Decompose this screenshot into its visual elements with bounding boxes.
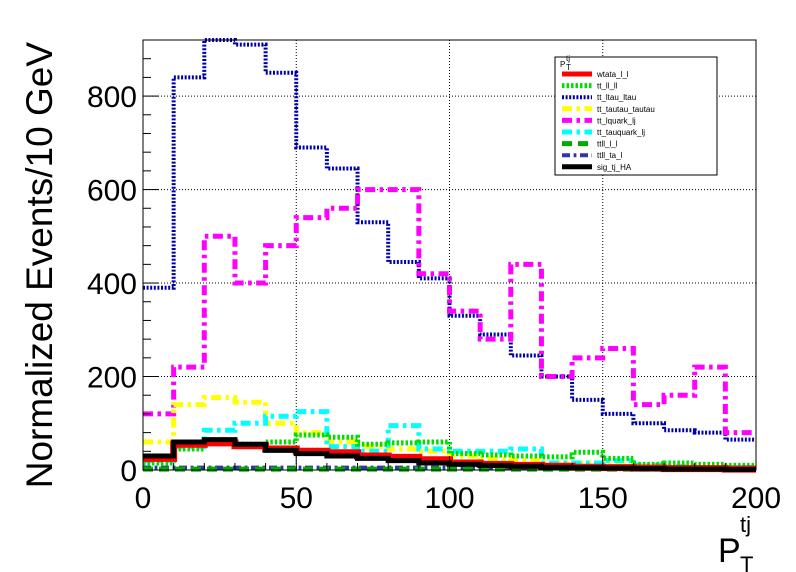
x-axis-title-sub: T	[740, 552, 753, 572]
legend: P tj T wtata_l_l tt_ll_ll tt_ltau_ltau tt_t…	[554, 54, 718, 176]
y-tick-label: 400	[87, 268, 137, 301]
x-tick-label: 0	[135, 482, 152, 515]
x-axis-title-sup: tj	[740, 512, 751, 537]
legend-label-ttll_l_l: ttll_l_l	[597, 140, 618, 149]
legend-label-ttll_ta_l: ttll_ta_l	[597, 151, 623, 160]
series-tt_ltau_ltau	[143, 38, 756, 442]
y-tick-label: 200	[87, 362, 137, 395]
legend-title-sub: T	[566, 63, 571, 72]
legend-label-tt_ltau_ltau: tt_ltau_ltau	[597, 93, 636, 102]
x-tick-label: 100	[424, 482, 474, 515]
legend-label-wtata_l_l: wtata_l_l	[596, 70, 629, 79]
legend-entries: wtata_l_l tt_ll_ll tt_ltau_ltau tt_tautau_t…	[562, 70, 655, 172]
legend-title-main: P	[560, 60, 565, 69]
legend-label-tt_tauquark_lj: tt_tauquark_lj	[597, 128, 645, 137]
series-tt_lquark_lj	[143, 187, 756, 436]
x-tick-label: 150	[578, 482, 628, 515]
y-axis-title: Normalized Events/10 GeV	[19, 42, 60, 489]
legend-label-tt_ll_ll: tt_ll_ll	[597, 82, 618, 91]
x-tick-label: 200	[731, 482, 781, 515]
axes: 0 50 100 150 200 0 200 400 600 800	[87, 39, 781, 515]
legend-label-sig_tj_HA: sig_tj_HA	[597, 163, 632, 172]
y-tick-label: 800	[87, 81, 137, 114]
legend-label-tt_tautau_tautau: tt_tautau_tautau	[597, 105, 655, 114]
legend-label-tt_lquark_lj: tt_lquark_lj	[597, 116, 636, 125]
x-axis-title: P tj T	[718, 512, 753, 572]
x-tick-label: 50	[280, 482, 313, 515]
y-tick-label: 0	[120, 455, 137, 488]
legend-title-sup: tj	[566, 54, 570, 63]
y-tick-label: 600	[87, 175, 137, 208]
x-axis-title-main: P	[718, 532, 741, 570]
